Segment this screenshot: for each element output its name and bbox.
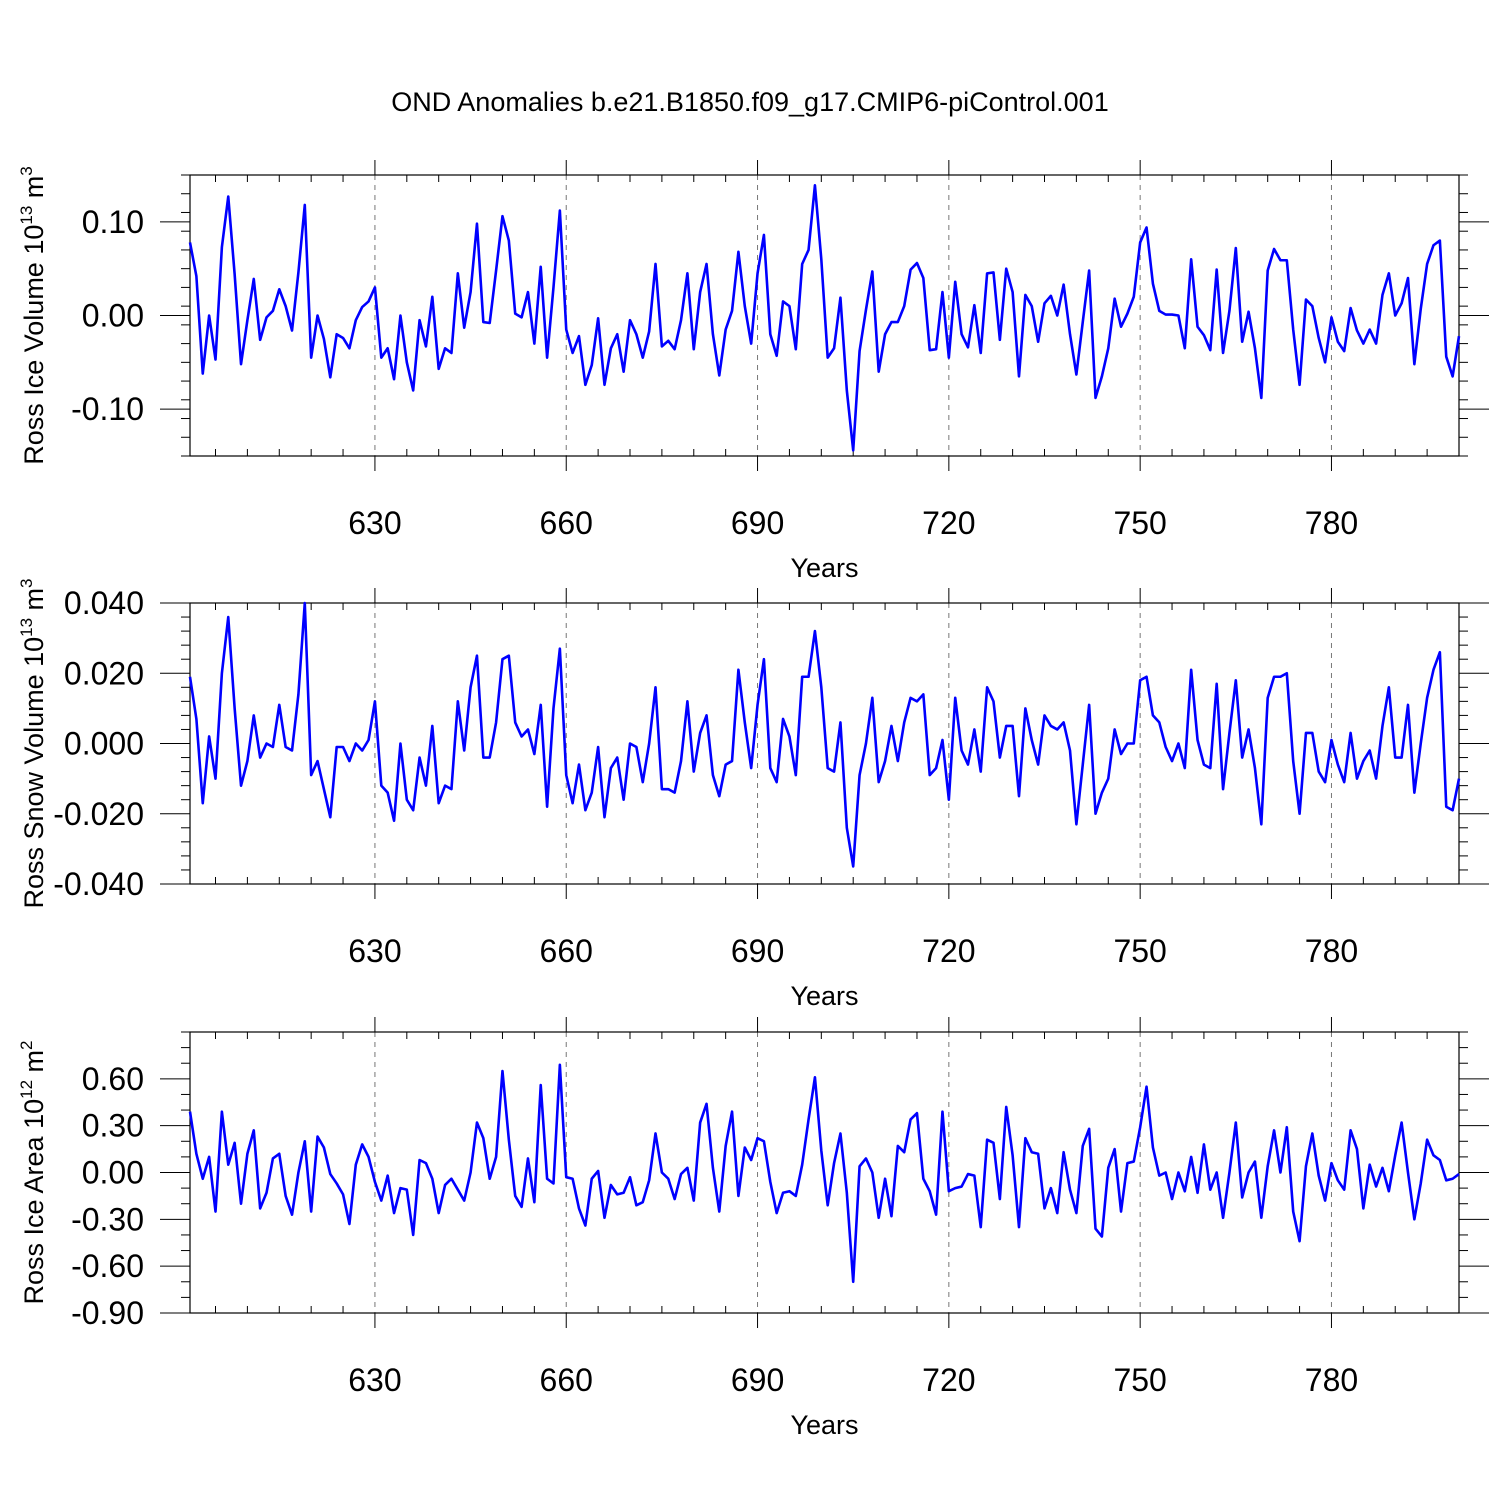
x-tick-label: 750	[1113, 505, 1166, 541]
panels: 630 660 690 720 750 780 -0.10 0.00 0.10 Years Ross…	[17, 160, 1489, 1440]
x-tick-label: 660	[540, 1362, 593, 1398]
y-tick-label: -0.10	[71, 391, 144, 427]
panel-1: 630 660 690 720 750 780 -0.10 0.00 0.10 Years Ross…	[17, 160, 1489, 583]
y-tick-label: -0.020	[53, 796, 144, 832]
x-tick-label: 690	[731, 505, 784, 541]
figure-title: OND Anomalies b.e21.B1850.f09_g17.CMIP6-…	[391, 87, 1108, 117]
x-tick-label: 660	[540, 505, 593, 541]
y-tick-label: 0.00	[82, 1155, 144, 1191]
plot-frame	[189, 602, 1460, 885]
y-tick-label: -0.60	[71, 1248, 144, 1284]
y-tick-label: -0.90	[71, 1295, 144, 1331]
x-tick-label: 780	[1305, 1362, 1358, 1398]
y-tick-label: -0.040	[53, 866, 144, 902]
plot-frame	[189, 1031, 1460, 1314]
series-line	[188, 601, 1461, 868]
x-tick-label: 750	[1113, 1362, 1166, 1398]
x-tick-label: 720	[922, 933, 975, 969]
plot-frame	[189, 174, 1460, 457]
x-tick-label: 750	[1113, 933, 1166, 969]
x-tick-label: 630	[348, 933, 401, 969]
panel-2: 630 660 690 720 750 780 -0.040 -0.020 0.000 0.020…	[17, 578, 1489, 1011]
y-axis-label: Ross Ice Area 1012 m2	[17, 1040, 49, 1304]
x-tick-label: 690	[731, 933, 784, 969]
y-tick-label: 0.020	[64, 655, 144, 691]
panel-3: 630 660 690 720 750 780 -0.90 -0.60 -0.30 0.00 0.3…	[17, 1017, 1489, 1440]
x-tick-label: 630	[348, 1362, 401, 1398]
x-tick-label: 630	[348, 505, 401, 541]
x-tick-label: 720	[922, 505, 975, 541]
x-tick-label: 660	[540, 933, 593, 969]
y-tick-label: 0.00	[82, 298, 144, 334]
y-tick-label: -0.30	[71, 1201, 144, 1237]
x-tick-label: 690	[731, 1362, 784, 1398]
series-line	[188, 1063, 1460, 1284]
y-axis-label: Ross Snow Volume 1013 m3	[17, 578, 49, 908]
x-axis-label: Years	[790, 553, 858, 583]
x-tick-label: 780	[1305, 505, 1358, 541]
x-axis-label: Years	[790, 1410, 858, 1440]
x-tick-label: 780	[1305, 933, 1358, 969]
y-tick-label: 0.30	[82, 1108, 144, 1144]
y-tick-label: 0.10	[82, 204, 144, 240]
x-tick-label: 720	[922, 1362, 975, 1398]
y-tick-label: 0.040	[64, 585, 144, 621]
x-axis-label: Years	[790, 981, 858, 1011]
y-axis-label: Ross Ice Volume 1013 m3	[17, 166, 49, 465]
y-tick-label: 0.60	[82, 1061, 144, 1097]
y-tick-label: 0.000	[64, 726, 144, 762]
series-line	[188, 184, 1461, 452]
